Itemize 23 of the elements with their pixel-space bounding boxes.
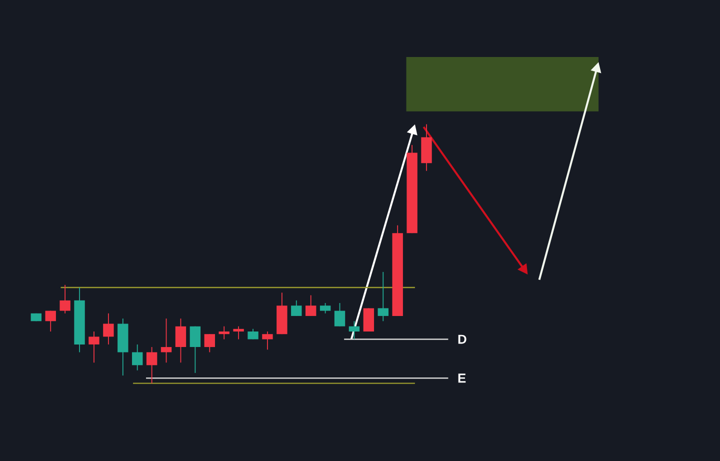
- candlestick: [248, 328, 258, 340]
- candlestick: [146, 346, 158, 384]
- candlestick: [320, 302, 331, 314]
- ref-line-label: E: [458, 374, 466, 383]
- candlestick: [306, 294, 316, 316]
- candlestick: [88, 331, 100, 364]
- candlestick: [204, 334, 215, 353]
- candlestick: [262, 331, 273, 350]
- candlestick: [175, 318, 186, 364]
- candlestick: [363, 308, 374, 332]
- candlestick: [160, 318, 172, 364]
- ref-line-label: D: [458, 334, 466, 344]
- candlestick: [378, 271, 388, 322]
- candlestick: [334, 302, 346, 327]
- candlestick: [60, 284, 70, 314]
- candlestick: [45, 310, 56, 332]
- candlestick: [291, 300, 302, 316]
- candlestick: [132, 344, 143, 371]
- candlestick: [190, 326, 201, 374]
- candlestick: [233, 326, 244, 340]
- candlestick: [218, 326, 230, 340]
- candlestick: [103, 312, 114, 345]
- candlestick: [348, 320, 360, 340]
